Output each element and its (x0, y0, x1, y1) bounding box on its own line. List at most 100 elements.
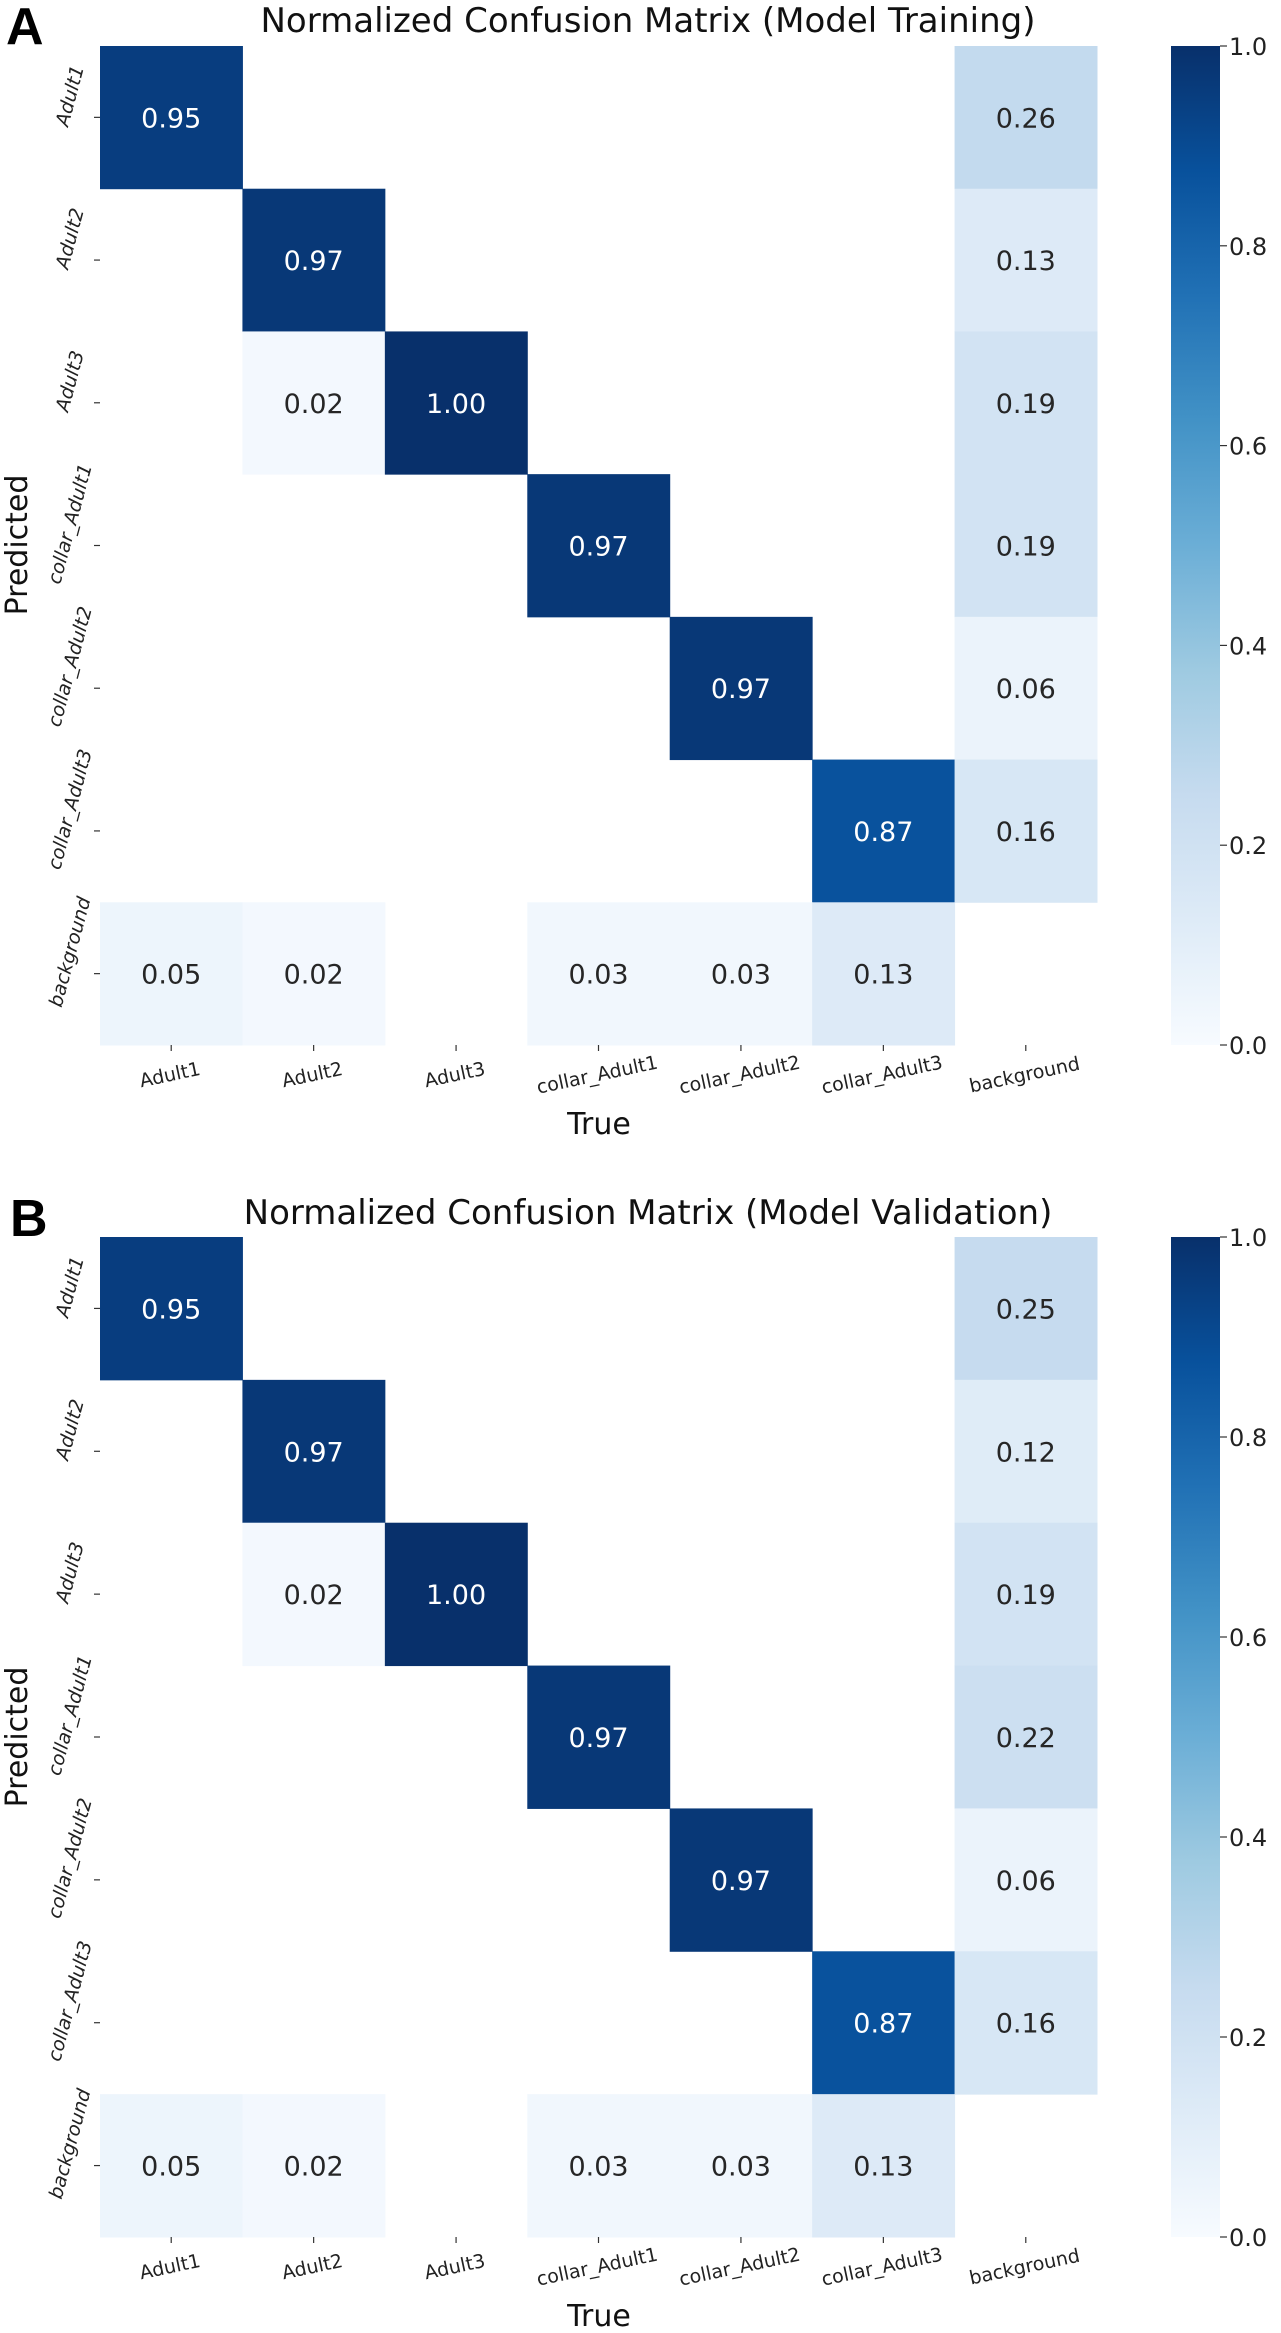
heatmap-cell (384, 331, 528, 475)
y-tick-label: collar_Adult2 (44, 604, 97, 729)
heatmap-cell (812, 1951, 956, 2095)
heatmap-cell (669, 902, 813, 1046)
x-tick-label: collar_Adult2 (677, 2244, 802, 2291)
heatmap-cell (812, 2094, 956, 2238)
x-tick-label: collar_Adult3 (820, 1052, 945, 1099)
x-tick-label: background (967, 1053, 1082, 1098)
heatmap-cell (812, 902, 956, 1046)
cell-value-label: 0.95 (141, 1294, 201, 1325)
colorbar: 0.0 0.2 0.4 0.6 0.8 1.0 (1171, 1224, 1267, 2252)
heatmap-cell (100, 1237, 243, 1381)
x-axis-ticks: Adult1 Adult2 Adult3 collar_Adult1 collar_Ad… (138, 2237, 1082, 2291)
heatmap-cell (954, 1951, 1098, 2095)
colorbar-tick-label: 0.8 (1229, 233, 1267, 261)
heatmap-cell (812, 759, 956, 903)
x-tick-label: collar_Adult1 (535, 1052, 660, 1099)
y-tick-label: background (45, 2086, 96, 2202)
y-tick-label: Adult3 (51, 1540, 89, 1607)
cell-value-label: 0.95 (141, 103, 201, 134)
cell-value-label: 0.19 (996, 1580, 1056, 1611)
cell-value-label: 0.13 (853, 2152, 913, 2183)
x-tick-label: Adult2 (280, 1058, 345, 1092)
y-tick-label: Adult2 (51, 206, 89, 273)
y-tick-label: collar_Adult3 (44, 1939, 97, 2064)
cell-value-label: 0.02 (284, 389, 344, 420)
cell-value-label: 0.16 (996, 817, 1056, 848)
cell-value-label: 1.00 (426, 389, 486, 420)
y-axis-label: Predicted (0, 1667, 35, 1808)
x-tick-label: Adult2 (280, 2250, 345, 2284)
cell-value-label: 0.22 (996, 1723, 1056, 1754)
cell-value-label: 0.19 (996, 532, 1056, 563)
y-tick-label: collar_Adult2 (44, 1796, 97, 1921)
cell-value-label: 0.02 (284, 1580, 344, 1611)
x-axis-label: True (566, 2299, 631, 2333)
heatmap-cell (384, 1522, 528, 1667)
heatmap-cell (242, 188, 386, 332)
heatmap-cell (242, 1379, 386, 1524)
colorbar-tick-label: 1.0 (1229, 1224, 1267, 1252)
heatmap-cell (669, 1808, 813, 1952)
panel-letter: A (6, 0, 44, 56)
cell-value-label: 0.02 (284, 2152, 344, 2183)
heatmap-cell (669, 616, 813, 761)
y-axis-label: Predicted (0, 475, 35, 616)
cell-value-label: 0.03 (711, 960, 771, 991)
panel-validation: B Normalized Confusion Matrix (Model Val… (0, 1190, 1267, 2333)
colorbar-tick-label: 1.0 (1229, 33, 1267, 61)
y-tick-label: collar_Adult3 (44, 747, 97, 872)
y-axis-ticks: Adult1 Adult2 Adult3 collar_Adult1 collar_Ad… (44, 63, 100, 1009)
colorbar-tick-label: 0.2 (1229, 832, 1267, 860)
cell-value-label: 0.97 (711, 674, 771, 705)
cell-value-label: 0.26 (996, 103, 1056, 134)
cell-value-label: 0.97 (711, 1866, 771, 1897)
colorbar-gradient (1171, 1237, 1220, 2237)
heatmap-cell (954, 331, 1098, 475)
y-axis-ticks: Adult1 Adult2 Adult3 collar_Adult1 collar_Ad… (44, 1254, 100, 2201)
chart-title: Normalized Confusion Matrix (Model Train… (261, 1, 1036, 41)
x-tick-label: Adult1 (138, 2250, 203, 2284)
colorbar-tick-label: 0.0 (1229, 2224, 1267, 2252)
cell-value-label: 0.02 (284, 960, 344, 991)
cell-value-label: 0.03 (711, 2152, 771, 2183)
cell-value-label: 0.05 (141, 960, 201, 991)
heatmap-cell (954, 46, 1098, 190)
y-tick-label: Adult2 (51, 1397, 89, 1464)
heatmap-cell (242, 331, 386, 475)
heatmap-cell (100, 2094, 243, 2238)
heatmap-cell (527, 1665, 671, 1809)
cell-value-label: 0.13 (853, 960, 913, 991)
x-axis-label: True (566, 1107, 631, 1142)
y-tick-label: collar_Adult1 (44, 461, 97, 586)
cell-value-label: 0.03 (568, 2152, 628, 2183)
cell-value-label: 0.97 (284, 1437, 344, 1468)
heatmap-cells: 0.95 0.26 0.97 0.13 0.02 1.00 0.19 0.97 0.19 0.97… (100, 46, 1098, 1046)
cell-value-label: 0.16 (996, 2009, 1056, 2040)
x-tick-label: collar_Adult1 (535, 2244, 660, 2291)
colorbar: 0.0 0.2 0.4 0.6 0.8 1.0 (1171, 33, 1267, 1060)
colorbar-tick-label: 0.4 (1229, 1824, 1267, 1852)
panel-training: A Normalized Confusion Matrix (Model Tra… (0, 0, 1267, 1142)
colorbar-tick-label: 0.6 (1229, 433, 1267, 461)
colorbar-tick-label: 0.0 (1229, 1032, 1267, 1060)
cell-value-label: 0.97 (568, 1723, 628, 1754)
x-tick-label: collar_Adult3 (820, 2244, 945, 2291)
colorbar-tick-label: 0.6 (1229, 1624, 1267, 1652)
cell-value-label: 0.25 (996, 1294, 1056, 1325)
heatmap-cell (242, 902, 386, 1046)
cell-value-label: 0.06 (996, 674, 1056, 705)
colorbar-tick-label: 0.8 (1229, 1424, 1267, 1452)
heatmap-cell (669, 2094, 813, 2238)
heatmap-cell (100, 46, 243, 190)
y-tick-label: collar_Adult1 (44, 1653, 97, 1778)
heatmap-cell (954, 1665, 1098, 1809)
cell-value-label: 0.19 (996, 389, 1056, 420)
cell-value-label: 0.87 (853, 2009, 913, 2040)
x-tick-label: collar_Adult2 (677, 1052, 802, 1099)
heatmap-cell (527, 2094, 671, 2238)
heatmap-cell (100, 902, 243, 1046)
cell-value-label: 0.97 (284, 246, 344, 277)
cell-value-label: 0.13 (996, 246, 1056, 277)
heatmap-cell (954, 759, 1098, 903)
